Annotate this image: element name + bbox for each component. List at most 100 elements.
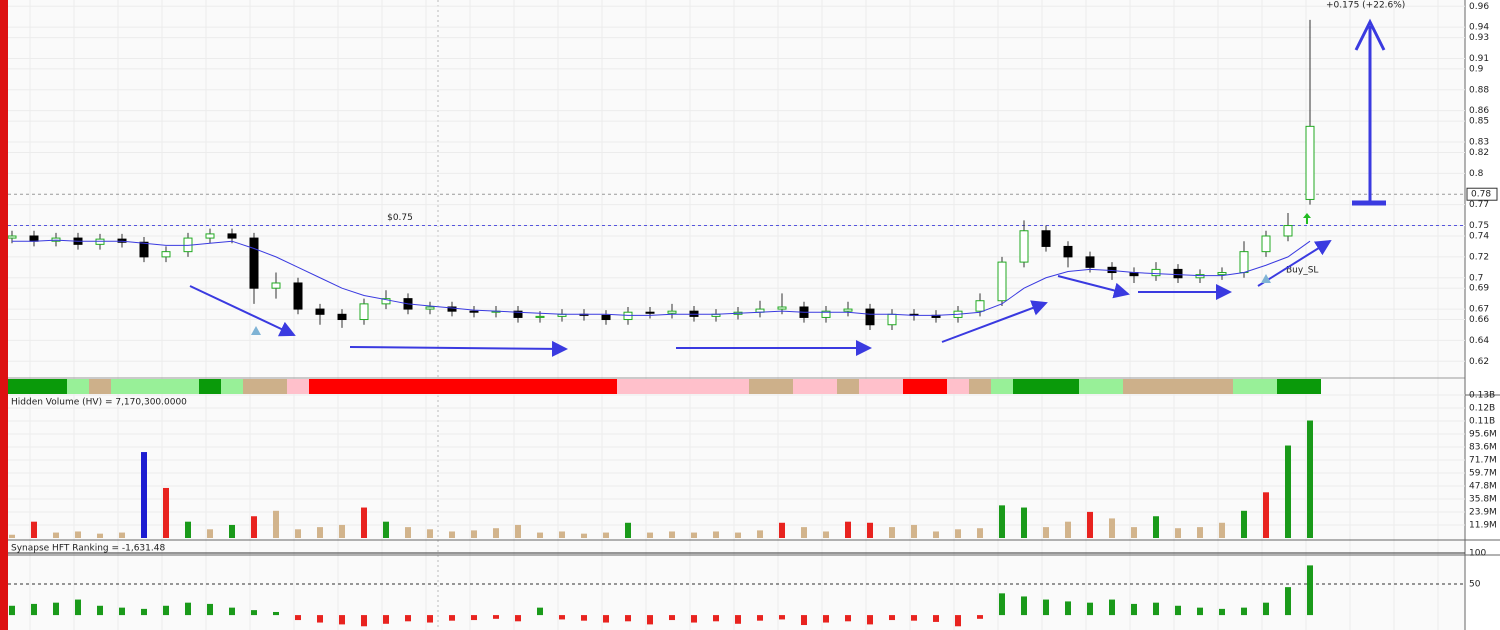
bar bbox=[449, 615, 455, 621]
trend-band bbox=[353, 379, 375, 394]
trend-band bbox=[265, 379, 287, 394]
bar bbox=[581, 533, 587, 538]
y-tick-label: 50 bbox=[1469, 580, 1481, 590]
y-tick-label: 0.83 bbox=[1469, 138, 1489, 148]
candle-body bbox=[1217, 272, 1227, 276]
bar bbox=[691, 615, 697, 623]
candle-body bbox=[601, 314, 611, 321]
trend-band bbox=[397, 379, 419, 394]
bar bbox=[1043, 599, 1049, 616]
bar bbox=[449, 531, 455, 538]
bar bbox=[889, 615, 895, 621]
y-tick-label: 0.75 bbox=[1469, 221, 1489, 231]
trend-band bbox=[881, 379, 903, 394]
candle-body bbox=[1151, 268, 1161, 277]
arrow bbox=[1057, 275, 1130, 299]
y-tick-label: 11.9M bbox=[1469, 520, 1497, 530]
trend-band bbox=[463, 379, 485, 394]
candle-body bbox=[271, 282, 281, 289]
bar bbox=[559, 531, 565, 538]
bar bbox=[823, 615, 829, 623]
candle-body bbox=[227, 233, 237, 239]
bar bbox=[1263, 492, 1269, 538]
bar bbox=[471, 530, 477, 538]
trend-band bbox=[1145, 379, 1167, 394]
bar bbox=[339, 524, 345, 538]
trend-band bbox=[1013, 379, 1035, 394]
y-tick-label: 0.12B bbox=[1469, 403, 1495, 413]
trend-band bbox=[595, 379, 617, 394]
alert-icon bbox=[251, 326, 261, 335]
trend-band bbox=[969, 379, 991, 394]
trend-band bbox=[221, 379, 243, 394]
bar bbox=[713, 615, 719, 622]
candle-body bbox=[1283, 225, 1293, 237]
bar bbox=[251, 516, 257, 538]
candle-body bbox=[337, 313, 347, 321]
arrow bbox=[1257, 239, 1332, 287]
trend-band bbox=[1299, 379, 1321, 394]
trend-band bbox=[749, 379, 771, 394]
bar bbox=[1021, 507, 1027, 538]
bar bbox=[845, 615, 851, 622]
bar bbox=[1263, 602, 1269, 616]
signal-label: Buy_SL bbox=[1286, 266, 1318, 276]
y-tick-label: 0.8 bbox=[1469, 169, 1484, 179]
bar bbox=[317, 615, 323, 623]
candle-body bbox=[139, 241, 149, 258]
bar bbox=[625, 615, 631, 622]
trend-band bbox=[639, 379, 661, 394]
y-tick-label: 0.88 bbox=[1469, 85, 1489, 95]
bar bbox=[1241, 607, 1247, 616]
trend-band bbox=[661, 379, 683, 394]
bar bbox=[779, 522, 785, 538]
annotations bbox=[189, 18, 1386, 357]
bar bbox=[1131, 603, 1137, 616]
trend-band bbox=[1233, 379, 1255, 394]
y-tick-label: 23.9M bbox=[1469, 507, 1497, 517]
trend-band bbox=[1035, 379, 1057, 394]
candle-body bbox=[645, 311, 655, 314]
moving-average bbox=[12, 239, 1311, 316]
bar bbox=[1241, 510, 1247, 538]
candle-body bbox=[161, 251, 171, 258]
y-tick-label: 0.74 bbox=[1469, 231, 1489, 241]
bar bbox=[515, 524, 521, 538]
trend-band bbox=[573, 379, 595, 394]
y-tick-label: 100 bbox=[1469, 548, 1486, 558]
bar bbox=[735, 615, 741, 624]
candle-body bbox=[1063, 245, 1073, 258]
last-price-box bbox=[1466, 187, 1498, 201]
bar bbox=[361, 507, 367, 538]
reference-label: $0.75 bbox=[387, 213, 413, 223]
arrow bbox=[941, 300, 1048, 343]
bar bbox=[955, 615, 961, 627]
bar bbox=[1131, 527, 1137, 538]
bar bbox=[383, 615, 389, 624]
bar bbox=[955, 529, 961, 538]
trend-band bbox=[507, 379, 529, 394]
y-tick-label: 0.86 bbox=[1469, 106, 1489, 116]
left-border bbox=[0, 0, 8, 630]
bar bbox=[405, 615, 411, 622]
bar bbox=[1043, 527, 1049, 538]
candle-body bbox=[359, 303, 369, 321]
bar bbox=[1175, 528, 1181, 538]
bar bbox=[735, 532, 741, 538]
trend-band bbox=[1101, 379, 1123, 394]
bar bbox=[1153, 602, 1159, 616]
bar bbox=[383, 521, 389, 538]
y-tick-label: 0.91 bbox=[1469, 54, 1489, 64]
bar bbox=[1307, 565, 1313, 616]
bar bbox=[75, 599, 81, 616]
panel-title: Hidden Volume (HV) = 7,170,300.0000 bbox=[11, 398, 187, 408]
y-tick-label: 0.93 bbox=[1469, 33, 1489, 43]
bar bbox=[1153, 516, 1159, 538]
trend-band bbox=[903, 379, 925, 394]
arrow bbox=[189, 285, 296, 337]
bar bbox=[9, 534, 15, 538]
y-tick-label: 0.66 bbox=[1469, 315, 1489, 325]
bar bbox=[493, 528, 499, 538]
bar bbox=[757, 615, 763, 621]
bar bbox=[1087, 511, 1093, 538]
